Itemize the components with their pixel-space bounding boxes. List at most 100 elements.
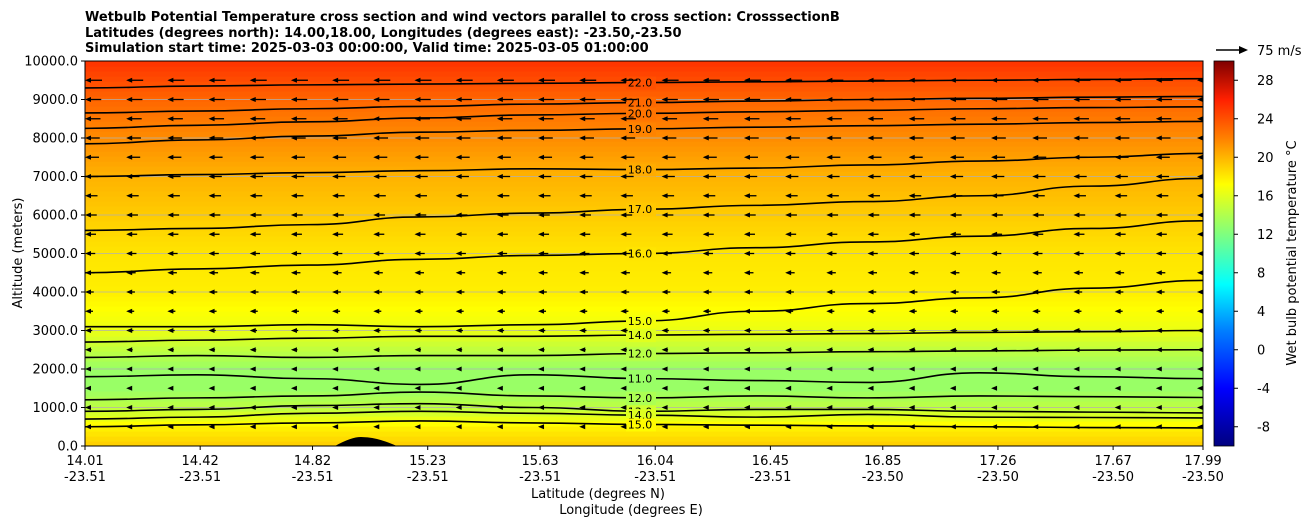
wind-vector bbox=[949, 77, 967, 83]
y-tick-label: 1000.0 bbox=[33, 401, 79, 416]
wind-vectors bbox=[85, 77, 1203, 430]
wind-vector bbox=[538, 424, 545, 430]
wind-vector bbox=[867, 231, 879, 237]
wind-vector bbox=[1197, 135, 1203, 141]
wind-vector bbox=[538, 77, 556, 83]
wind-vector bbox=[1073, 97, 1090, 102]
field-band bbox=[85, 286, 1203, 292]
wind-vector bbox=[908, 193, 922, 199]
wind-vector bbox=[785, 135, 800, 141]
wind-vector bbox=[126, 77, 144, 83]
wind-vector bbox=[743, 289, 753, 295]
wind-vector bbox=[867, 405, 874, 410]
field-band bbox=[85, 71, 1203, 77]
wind-vector bbox=[826, 308, 835, 314]
wind-vector bbox=[743, 405, 750, 410]
wind-vector bbox=[702, 212, 715, 218]
wind-vector bbox=[414, 405, 421, 410]
wind-vector bbox=[167, 385, 174, 391]
field-band bbox=[85, 136, 1203, 142]
wind-vector bbox=[620, 405, 627, 410]
wind-vector bbox=[908, 289, 918, 295]
wind-vector bbox=[290, 231, 302, 237]
wind-vector bbox=[949, 385, 956, 391]
wind-vector bbox=[867, 366, 874, 372]
wind-vector bbox=[579, 135, 594, 141]
wind-vector bbox=[620, 424, 627, 430]
wind-vector bbox=[538, 366, 545, 372]
wind-vector bbox=[85, 385, 91, 391]
wind-vector bbox=[908, 270, 919, 276]
wind-vector bbox=[1155, 251, 1167, 256]
wind-vector bbox=[455, 174, 469, 179]
wind-vector bbox=[373, 405, 380, 410]
x-tick-label-latitude: 16.45 bbox=[752, 454, 789, 469]
wind-vector bbox=[867, 251, 878, 256]
wind-vector bbox=[1155, 212, 1168, 218]
wind-vector bbox=[167, 270, 177, 276]
wind-vector bbox=[991, 424, 998, 430]
x-axis-label-longitude: Longitude (degrees E) bbox=[559, 503, 703, 518]
wind-vector bbox=[455, 405, 462, 410]
wind-vector bbox=[373, 193, 386, 199]
field-band bbox=[85, 301, 1203, 307]
wind-vector bbox=[702, 135, 718, 141]
wind-vector bbox=[1114, 289, 1124, 295]
wind-vector bbox=[1155, 97, 1173, 102]
wind-vector bbox=[414, 77, 432, 83]
wind-vector bbox=[1197, 97, 1203, 102]
wind-vector bbox=[826, 270, 836, 276]
wind-vector bbox=[496, 251, 508, 256]
colorbar-ticks: -8 -4 0 4 8 12 16 20 24 28 bbox=[1234, 74, 1274, 435]
wind-vector bbox=[867, 174, 881, 179]
contour-label: 14.0 bbox=[628, 329, 653, 342]
colorbar-tick-label: 28 bbox=[1257, 74, 1274, 89]
wind-vector bbox=[826, 289, 836, 295]
chart-title-line-3: Simulation start time: 2025-03-03 00:00:… bbox=[85, 41, 649, 56]
contour-label: 22.0 bbox=[628, 77, 653, 90]
wind-vector bbox=[332, 251, 343, 256]
wind-vector bbox=[85, 270, 95, 276]
wind-vector bbox=[249, 231, 261, 237]
wind-vector bbox=[867, 135, 883, 141]
wind-vector bbox=[702, 154, 717, 160]
wind-vector bbox=[743, 347, 751, 353]
wind-vector bbox=[743, 308, 752, 314]
wind-vector bbox=[661, 308, 670, 314]
wind-vector bbox=[991, 308, 1000, 314]
wind-vector bbox=[1073, 251, 1084, 256]
wind-vector bbox=[290, 270, 301, 276]
wind-vector bbox=[85, 405, 91, 410]
y-tick-label: 10000.0 bbox=[24, 55, 78, 70]
wind-vector bbox=[85, 289, 94, 295]
wind-vector bbox=[785, 424, 792, 430]
wind-vector bbox=[908, 116, 925, 122]
wind-vector bbox=[496, 193, 510, 199]
wind-vector bbox=[908, 405, 915, 410]
wind-vector bbox=[949, 347, 957, 353]
wind-vector bbox=[785, 347, 792, 353]
wind-vector bbox=[126, 405, 133, 410]
y-axis-label: Altitude (meters) bbox=[11, 198, 26, 309]
quiver-key: 75 m/s bbox=[1216, 44, 1302, 59]
wind-vector bbox=[167, 154, 182, 160]
wind-vector bbox=[743, 193, 757, 199]
wind-vector bbox=[496, 174, 511, 179]
wind-vector bbox=[1073, 308, 1082, 314]
wind-vector bbox=[743, 135, 759, 141]
wind-vector bbox=[290, 405, 297, 410]
wind-vector bbox=[455, 97, 472, 102]
wind-vector bbox=[620, 116, 636, 122]
colorbar-tick-label: 24 bbox=[1257, 112, 1274, 127]
wind-vector bbox=[496, 308, 505, 314]
wind-vector bbox=[85, 308, 93, 314]
wind-vector bbox=[1032, 154, 1047, 160]
wind-vector bbox=[414, 385, 421, 391]
wind-vector bbox=[126, 97, 143, 102]
wind-vector bbox=[455, 251, 466, 256]
contour-label-bg bbox=[626, 107, 656, 121]
wind-vector bbox=[455, 212, 468, 218]
wind-vector bbox=[826, 193, 839, 199]
wind-vector bbox=[538, 116, 554, 122]
wind-vector bbox=[702, 77, 720, 83]
